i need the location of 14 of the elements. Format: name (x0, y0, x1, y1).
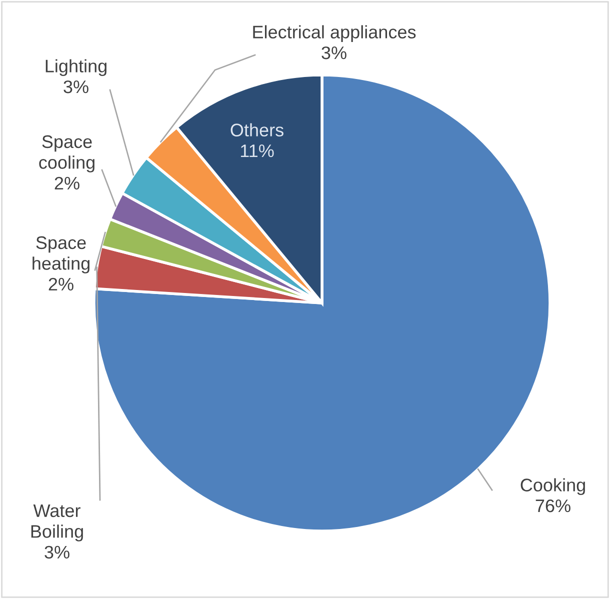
data-label: 2% (54, 176, 80, 190)
slice-label: Cooking (520, 478, 585, 496)
data-label: 3% (64, 80, 88, 94)
data-label: 3% (44, 546, 70, 559)
slice-label: Space cooling (39, 135, 94, 172)
data-label: 76% (536, 499, 570, 512)
slice-label: Electrical appliances (253, 25, 416, 42)
data-label: 11% (240, 144, 274, 158)
data-label: 2% (48, 278, 74, 291)
slice-label: Water Boiling (31, 504, 83, 542)
slice-label: Lighting (46, 59, 106, 76)
slice-label: Others (230, 123, 284, 136)
data-label: 3% (322, 46, 346, 60)
slice-label: Space heating (32, 236, 90, 274)
